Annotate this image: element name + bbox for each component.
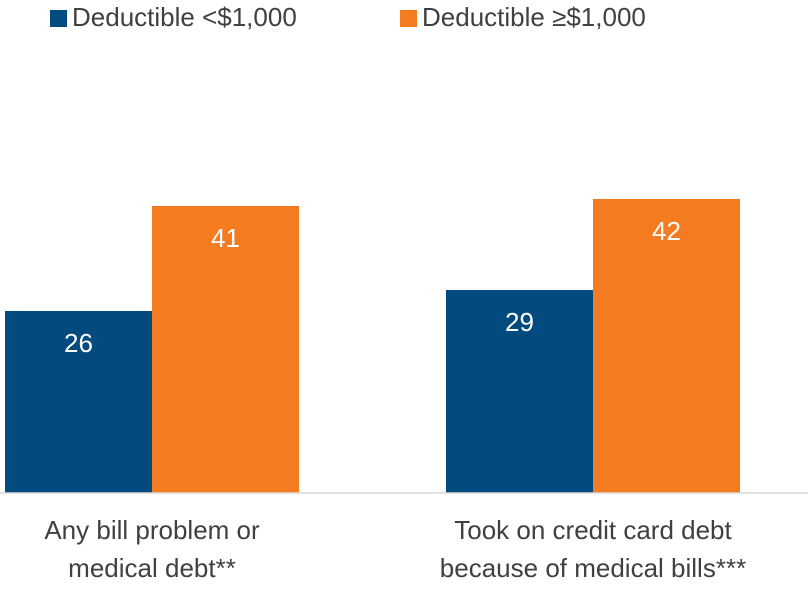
bar [446, 290, 593, 493]
legend-swatch [50, 10, 67, 27]
bar [152, 206, 299, 493]
data-label: 26 [64, 328, 93, 358]
x-tick-label: Took on credit card debt because of medi… [439, 515, 747, 583]
legend-label: Deductible ≥$1,000 [422, 2, 646, 32]
x-tick-label: Any bill problem or medical debt** [44, 515, 260, 583]
bar [5, 311, 152, 493]
data-label: 42 [652, 216, 681, 246]
legend-swatch [400, 10, 417, 27]
legend-label: Deductible <$1,000 [72, 2, 297, 32]
data-label: 29 [505, 307, 534, 337]
data-label: 41 [211, 223, 240, 253]
bar [593, 199, 740, 493]
